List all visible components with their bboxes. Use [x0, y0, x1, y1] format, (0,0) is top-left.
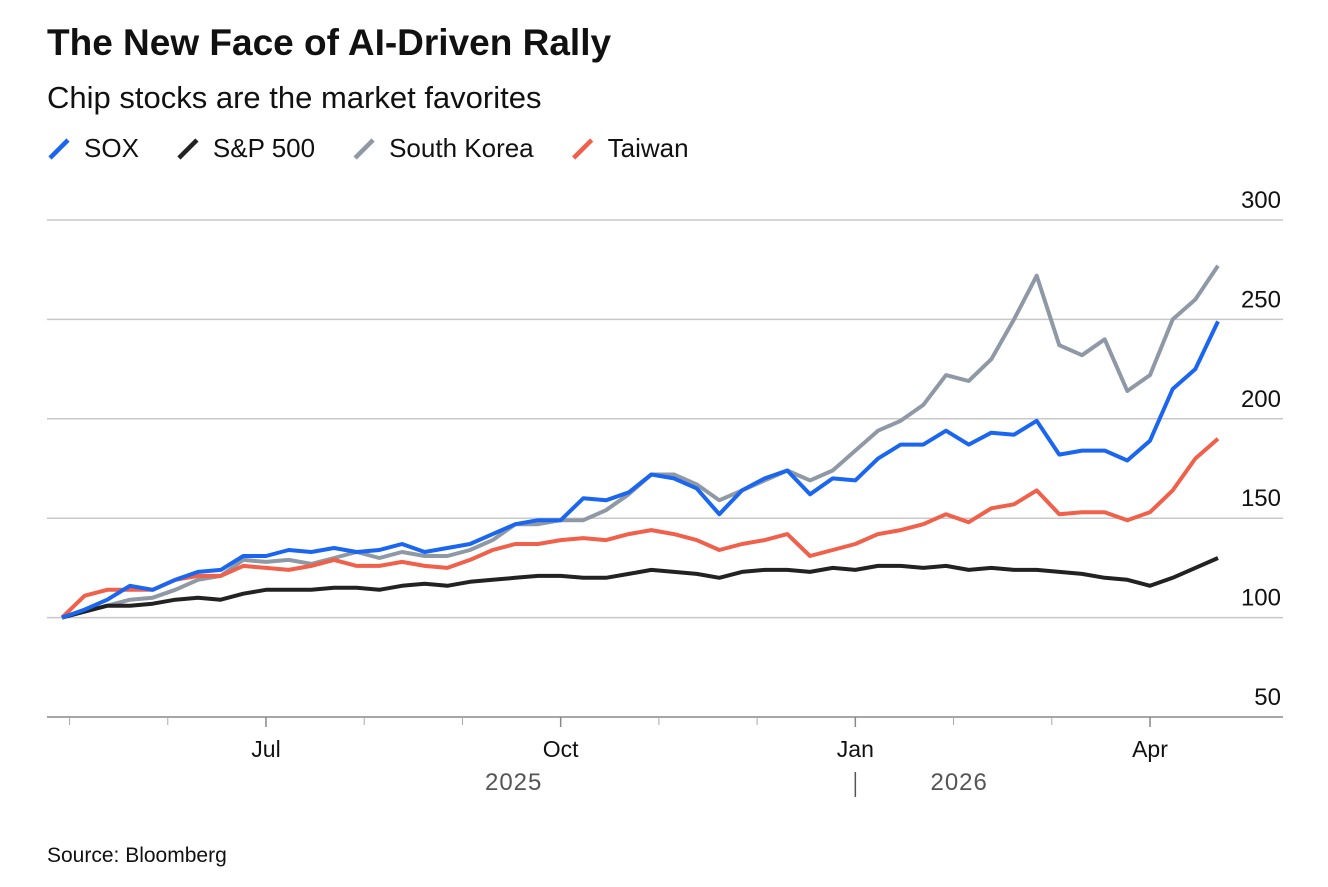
y-tick-label: 300 — [1241, 187, 1281, 214]
y-tick-label: 150 — [1241, 485, 1281, 512]
x-tick-label: Jul — [251, 736, 280, 762]
legend-label: South Korea — [389, 133, 534, 163]
x-tick-label: Apr — [1132, 736, 1168, 762]
y-tick-label: 100 — [1241, 585, 1281, 612]
legend-label: SOX — [84, 133, 139, 163]
chart-title: The New Face of AI-Driven Rally — [47, 22, 611, 63]
series-line — [61, 556, 1219, 620]
y-tick-label: 200 — [1241, 386, 1281, 413]
legend-swatch — [48, 138, 70, 160]
series-line — [60, 437, 1220, 620]
y-tick-label: 50 — [1254, 684, 1281, 711]
legend-swatch — [177, 138, 199, 160]
legend-label: Taiwan — [608, 133, 689, 163]
legend-label: S&P 500 — [213, 133, 315, 163]
chart-subtitle: Chip stocks are the market favorites — [47, 80, 541, 115]
source-note: Source: Bloomberg — [47, 844, 227, 867]
y-tick-label: 250 — [1241, 286, 1281, 313]
x-group-label: 2025 — [485, 769, 542, 796]
legend-swatch — [353, 138, 375, 160]
legend-swatch — [572, 138, 594, 160]
series-line — [61, 320, 1220, 620]
x-tick-label: Oct — [543, 736, 579, 762]
x-tick-label: Jan — [837, 736, 874, 762]
x-group-label: 2026 — [930, 769, 987, 796]
series-line — [61, 264, 1220, 620]
